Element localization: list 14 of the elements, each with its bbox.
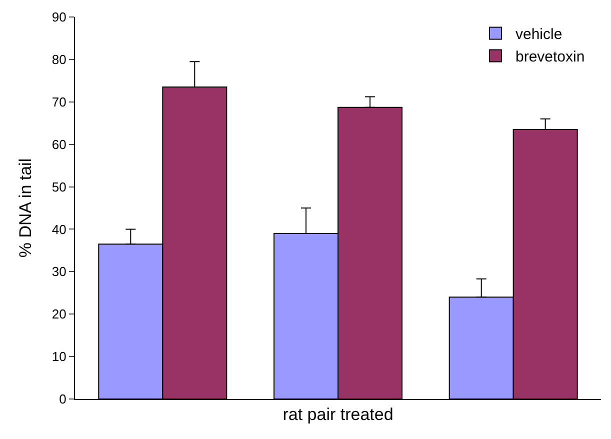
y-tick-label: 10 (52, 349, 66, 364)
y-tick-label: 60 (52, 136, 66, 152)
y-tick-label: 30 (52, 264, 66, 280)
y-axis-title: % DNA in tail (16, 158, 35, 258)
y-tick-label: 50 (52, 179, 66, 194)
y-tick-label: 80 (52, 52, 66, 67)
x-axis-title: rat pair treated (282, 405, 394, 424)
y-tick-label: 70 (52, 94, 66, 110)
legend-label: vehicle (515, 26, 562, 44)
y-tick-label: 90 (52, 10, 66, 25)
y-tick-label: 20 (52, 306, 66, 322)
y-tick-label: 40 (52, 222, 66, 237)
y-tick-label: 0 (59, 392, 66, 407)
legend-label: brevetoxin (515, 48, 585, 66)
